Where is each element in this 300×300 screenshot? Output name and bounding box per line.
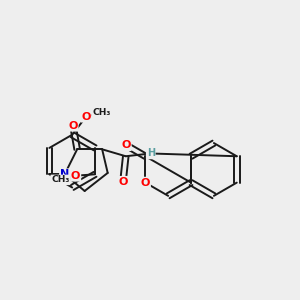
Text: O: O [141, 178, 150, 188]
Text: O: O [122, 140, 131, 150]
Text: O: O [71, 171, 80, 181]
Text: O: O [81, 112, 91, 122]
Text: CH₃: CH₃ [92, 108, 111, 117]
Text: N: N [60, 169, 69, 179]
Text: CH₃: CH₃ [51, 176, 70, 184]
Text: O: O [68, 121, 78, 131]
Text: O: O [118, 177, 128, 187]
Text: H: H [147, 148, 155, 158]
